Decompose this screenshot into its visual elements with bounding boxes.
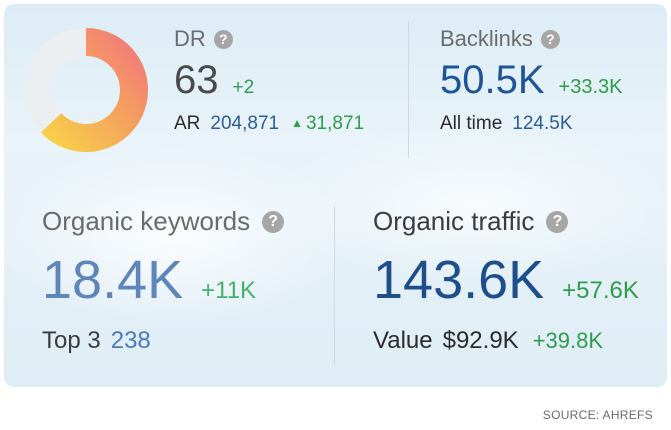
traffic-value-amount: $92.9K (442, 327, 519, 354)
dr-value: 63 (174, 58, 219, 102)
ar-delta-value: 31,871 (305, 113, 365, 134)
top3-value: 238 (110, 327, 151, 354)
organic-traffic-panel: Organic traffic ? 143.6K +57.6K Value $9… (373, 206, 639, 355)
backlinks-value-row: 50.5K +33.3K (440, 52, 622, 103)
ar-row: AR 204,871 ▲ 31,871 (174, 113, 364, 135)
backlinks-delta: +33.3K (558, 76, 623, 98)
dr-panel: DR ? 63 +2 AR 204,871 ▲ 31,871 (174, 26, 364, 135)
source-caption: SOURCE: AHREFS (542, 408, 653, 422)
dr-header: DR ? (174, 26, 364, 52)
dr-delta: +2 (232, 77, 255, 98)
backlinks-value: 50.5K (440, 58, 545, 102)
organic-keywords-panel: Organic keywords ? 18.4K +11K Top 3 238 (42, 206, 285, 355)
metrics-card: DR ? 63 +2 AR 204,871 ▲ 31,871 Backlinks … (4, 4, 667, 387)
backlinks-header: Backlinks ? (440, 26, 622, 52)
organic-traffic-label: Organic traffic (373, 206, 535, 236)
backlinks-label: Backlinks (440, 26, 533, 51)
top3-label: Top 3 (42, 327, 101, 354)
backlinks-panel: Backlinks ? 50.5K +33.3K All time 124.5K (440, 26, 622, 135)
traffic-value-delta: +39.8K (532, 328, 604, 353)
help-icon[interactable]: ? (213, 29, 233, 49)
dr-label: DR (174, 26, 206, 51)
up-arrow-icon: ▲ (291, 116, 303, 130)
organic-traffic-value-row: 143.6K +57.6K (373, 237, 639, 311)
help-icon[interactable]: ? (540, 29, 560, 49)
organic-keywords-label: Organic keywords (42, 206, 251, 236)
help-icon[interactable]: ? (262, 210, 285, 233)
backlinks-alltime-label: All time (440, 113, 503, 134)
help-icon[interactable]: ? (546, 210, 569, 233)
organic-keywords-header: Organic keywords ? (42, 206, 285, 237)
organic-traffic-delta: +57.6K (562, 277, 639, 304)
backlinks-alltime-value: 124.5K (512, 113, 573, 134)
divider-bottom (334, 206, 335, 366)
organic-keywords-delta: +11K (201, 277, 257, 304)
backlinks-alltime-row: All time 124.5K (440, 113, 622, 135)
traffic-value-row: Value $92.9K +39.8K (373, 327, 639, 355)
organic-traffic-value: 143.6K (373, 250, 545, 310)
top3-row: Top 3 238 (42, 327, 284, 355)
divider-top (408, 22, 409, 158)
dr-donut-arc (40, 28, 148, 152)
organic-traffic-header: Organic traffic ? (373, 206, 639, 237)
traffic-value-label: Value (373, 327, 433, 354)
organic-keywords-value-row: 18.4K +11K (42, 237, 284, 311)
organic-keywords-value: 18.4K (42, 250, 184, 310)
ar-value: 204,871 (210, 113, 280, 134)
dr-value-row: 63 +2 (174, 52, 364, 103)
ar-label: AR (174, 113, 201, 134)
ar-delta: ▲ 31,871 (291, 113, 364, 135)
dr-donut-chart (24, 28, 148, 152)
